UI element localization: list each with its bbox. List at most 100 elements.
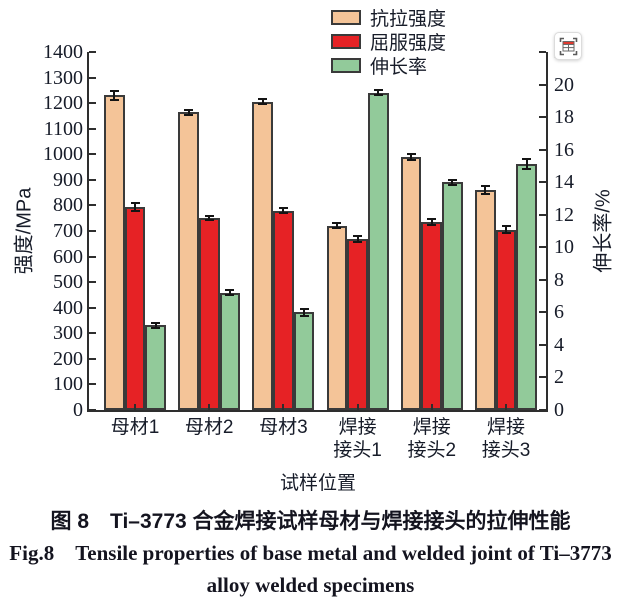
bar-yield-strength-group4: [347, 238, 368, 410]
left-axis-tick-label: 1400: [43, 41, 83, 63]
error-bar-line: [410, 153, 413, 160]
left-axis-tick-label: 200: [53, 347, 83, 370]
right-axis-tick-label: 2: [554, 366, 564, 389]
bar-elongation-group3: [293, 312, 315, 410]
error-bar-line: [228, 290, 231, 296]
x-axis-title: 试样位置: [279, 473, 357, 494]
legend-swatch: [331, 33, 361, 49]
left-axis-tick: [89, 255, 96, 258]
right-axis-tick: [539, 311, 546, 314]
legend-item: 伸长率: [331, 53, 446, 78]
error-bar-cap-top: [109, 89, 119, 92]
left-axis-tick-label: 500: [53, 271, 83, 294]
error-bar-line: [282, 207, 285, 214]
error-bar-line: [430, 219, 433, 225]
left-axis-tick-label: 800: [53, 194, 83, 217]
left-axis-tick: [89, 204, 96, 207]
x-axis-tick: [282, 404, 285, 410]
bar-tensile-strength-group6: [475, 190, 496, 410]
error-bar-line: [113, 90, 116, 101]
right-axis-tick: [539, 181, 546, 184]
error-bar-cap-bottom: [353, 240, 363, 243]
right-axis-tick-label: 12: [554, 203, 574, 226]
right-axis-tick: [539, 409, 546, 411]
bar-tensile-strength-group1: [104, 95, 125, 410]
error-bar-cap-top: [501, 225, 511, 228]
bar-yield-strength-group2: [198, 218, 220, 410]
error-bar-line: [525, 159, 528, 170]
error-bar-cap-top: [299, 308, 309, 311]
error-bar-cap-top: [278, 206, 288, 209]
bar-elongation-group2: [219, 292, 241, 410]
error-bar-cap-bottom: [332, 227, 342, 230]
right-axis-tick: [539, 213, 546, 216]
caption-english-line2: alloy welded specimens: [206, 573, 415, 597]
error-bar-line: [335, 223, 338, 229]
error-bar-cap-bottom: [427, 223, 437, 226]
x-axis-tick: [430, 404, 433, 410]
x-category-label: 焊接 接头2: [407, 417, 457, 462]
caption-english-line1: Fig.8 Tensile properties of base metal a…: [9, 541, 612, 565]
bar-tensile-strength-group5: [400, 156, 422, 410]
error-bar-line: [505, 226, 507, 234]
left-axis-tick: [89, 76, 96, 79]
y-axis-right: [546, 52, 548, 412]
error-bar-cap-top: [373, 89, 383, 92]
right-axis-tick: [539, 246, 546, 249]
x-category-label: 母材3: [259, 417, 308, 438]
error-bar-cap-top: [332, 222, 342, 225]
x-axis-tick: [505, 404, 507, 410]
x-category-label: 焊接 接头1: [333, 417, 382, 462]
left-axis-tick-label: 400: [53, 296, 83, 319]
bar-elongation-group1: [145, 325, 166, 410]
error-bar-cap-top: [258, 98, 268, 101]
left-axis-tick-label: 100: [53, 373, 83, 396]
legend-item: 抗拉强度: [331, 5, 447, 30]
error-bar-cap-top: [225, 289, 235, 292]
left-axis-tick-label: 0: [73, 399, 83, 421]
right-axis-tick-label: 14: [554, 171, 574, 194]
left-axis-tick-label: 1100: [43, 117, 83, 140]
left-axis-tick: [89, 178, 96, 181]
left-axis-tick: [89, 102, 96, 105]
left-axis-tick: [89, 127, 96, 130]
capture-tool-button[interactable]: [554, 32, 582, 60]
error-bar-cap-top: [353, 234, 363, 237]
error-bar-line: [377, 90, 380, 96]
x-category-label: 焊接 接头3: [481, 417, 531, 462]
error-bar-line: [484, 186, 487, 194]
right-axis-tick: [539, 116, 546, 119]
bar-yield-strength-group5: [421, 222, 443, 410]
left-axis-tick: [89, 306, 96, 309]
left-axis-tick-label: 1000: [43, 143, 83, 166]
error-bar-cap-top: [522, 158, 532, 161]
chart-legend: 抗拉强度 屈服强度 伸长率: [331, 5, 447, 78]
left-axis-tick: [89, 51, 96, 53]
bar-tensile-strength-group2: [178, 112, 199, 410]
x-axis-tick: [356, 404, 359, 410]
right-axis-tick-label: 8: [554, 268, 564, 291]
error-bar-cap-top: [204, 215, 214, 218]
left-axis-tick-label: 1200: [43, 92, 83, 115]
error-bar-cap-bottom: [406, 158, 416, 161]
legend-item-label: 抗拉强度: [370, 8, 447, 30]
right-axis-title: 伸长率/%: [592, 189, 615, 273]
left-axis-tick: [89, 230, 96, 232]
bar-tensile-strength-group3: [252, 101, 274, 410]
left-axis-tick-label: 900: [53, 168, 83, 191]
error-bar-cap-top: [447, 178, 457, 181]
y-axis-left: [87, 52, 89, 412]
right-axis-tick-label: 0: [554, 399, 564, 421]
bar-elongation-group5: [442, 182, 463, 410]
error-bar-cap-bottom: [278, 212, 288, 215]
error-bar-line: [208, 216, 211, 221]
caption-chinese: 图 8 Ti–3773 合金焊接试样母材与焊接接头的拉伸性能: [50, 510, 571, 533]
right-axis-tick: [539, 83, 546, 86]
legend-item-label: 屈服强度: [370, 32, 447, 54]
right-axis-tick: [539, 376, 546, 379]
x-axis-tick: [134, 404, 136, 410]
error-bar-line: [134, 202, 136, 211]
right-axis-tick-label: 20: [554, 73, 574, 96]
legend-swatch: [331, 9, 361, 25]
